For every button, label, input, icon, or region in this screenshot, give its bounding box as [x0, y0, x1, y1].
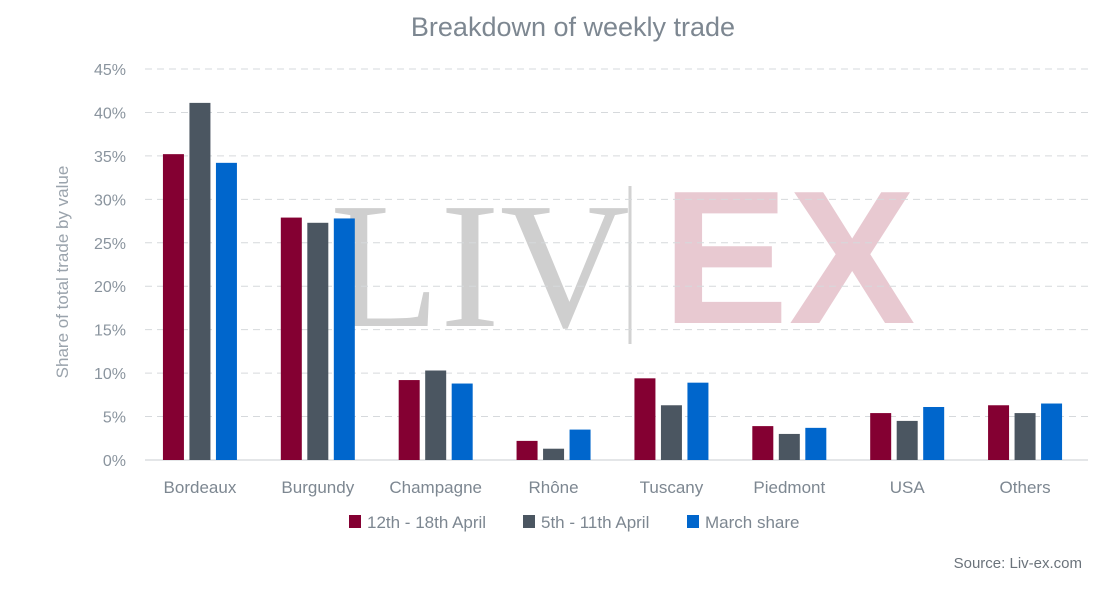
- y-axis-ticks: 0% 5% 10% 15% 20% 25% 30% 35% 40% 45%: [94, 62, 126, 470]
- legend-label: 5th - 11th April: [541, 513, 649, 532]
- y-tick-label: 45%: [94, 62, 126, 79]
- y-tick-label: 20%: [94, 279, 126, 296]
- legend-label: 12th - 18th April: [367, 513, 486, 532]
- chart-title: Breakdown of weekly trade: [411, 12, 735, 42]
- watermark-ex-text: EX: [662, 152, 915, 364]
- x-category-label: Champagne: [389, 478, 482, 497]
- bar: [543, 448, 565, 460]
- bar: [1041, 403, 1063, 460]
- legend-swatch: [523, 515, 535, 528]
- legend-swatch: [687, 515, 699, 528]
- bar: [870, 413, 892, 460]
- bar: [398, 380, 420, 460]
- bar: [988, 405, 1010, 460]
- legend-label: March share: [705, 513, 799, 532]
- x-category-label: Burgundy: [281, 478, 354, 497]
- y-tick-label: 5%: [103, 410, 126, 427]
- x-category-label: USA: [890, 478, 926, 497]
- bar: [896, 420, 918, 460]
- bar: [1014, 413, 1036, 460]
- x-category-label: Bordeaux: [164, 478, 237, 497]
- y-tick-label: 10%: [94, 366, 126, 383]
- y-tick-label: 35%: [94, 149, 126, 166]
- bar: [215, 162, 237, 460]
- bar: [280, 217, 302, 460]
- y-tick-label: 30%: [94, 192, 126, 209]
- x-category-label: Rhône: [529, 478, 579, 497]
- y-tick-label: 15%: [94, 323, 126, 340]
- legend-swatch: [349, 515, 361, 528]
- bar: [162, 154, 184, 460]
- x-category-label: Piedmont: [753, 478, 825, 497]
- x-axis-categories: Bordeaux Burgundy Champagne Rhône Tuscany Pie…: [164, 478, 1051, 497]
- bar: [451, 383, 473, 460]
- bar: [189, 102, 211, 461]
- bars: [162, 102, 1063, 461]
- y-tick-label: 25%: [94, 236, 126, 253]
- bar: [805, 427, 827, 460]
- gridlines: [145, 68, 1088, 461]
- bar: [752, 426, 774, 460]
- bar: [425, 370, 447, 460]
- bar: [634, 378, 656, 460]
- bar: [660, 405, 682, 460]
- bar: [333, 218, 355, 460]
- bar: [687, 382, 709, 460]
- bar: [307, 222, 329, 460]
- legend: 12th - 18th April 5th - 11th April March s…: [349, 513, 799, 532]
- x-category-label: Others: [1000, 478, 1051, 497]
- bar: [778, 433, 800, 460]
- y-axis-label: Share of total trade by value: [53, 166, 72, 379]
- bar: [569, 429, 591, 460]
- bar: [516, 440, 538, 460]
- watermark: LIV EX: [330, 152, 915, 365]
- bar: [923, 406, 945, 460]
- x-category-label: Tuscany: [640, 478, 704, 497]
- watermark-liv-text: LIV: [330, 166, 630, 365]
- y-tick-label: 40%: [94, 105, 126, 122]
- y-tick-label: 0%: [103, 453, 126, 470]
- source-note: Source: Liv-ex.com: [954, 555, 1082, 572]
